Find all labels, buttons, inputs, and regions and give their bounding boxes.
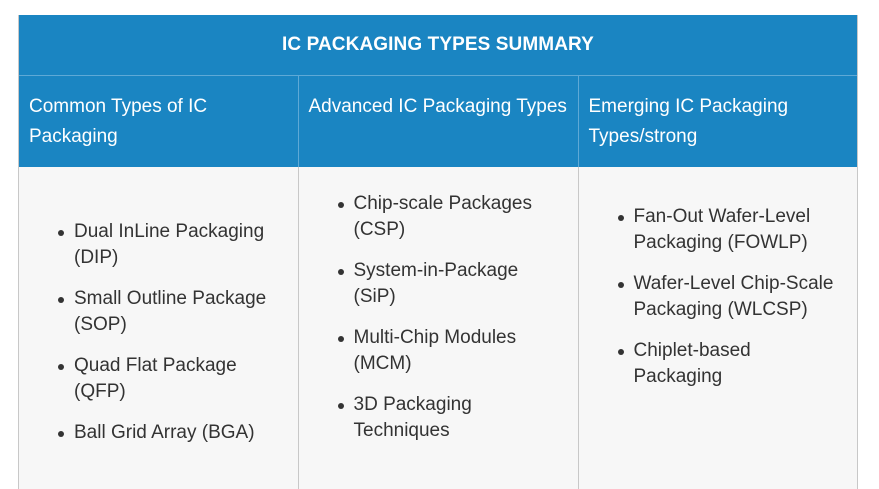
advanced-types-cell: Chip-scale Packages (CSP) System-in-Pack… — [298, 167, 579, 489]
list-item: Chip-scale Packages (CSP) — [337, 191, 578, 243]
emerging-types-list: Fan-Out Wafer-Level Packaging (FOWLP) Wa… — [579, 204, 858, 390]
table-title-row: IC PACKAGING TYPES SUMMARY — [19, 15, 857, 76]
list-item: Ball Grid Array (BGA) — [58, 420, 298, 446]
list-item: Quad Flat Package (QFP) — [58, 353, 298, 405]
list-item: Fan-Out Wafer-Level Packaging (FOWLP) — [617, 204, 858, 256]
common-types-cell: Dual InLine Packaging (DIP) Small Outlin… — [19, 167, 299, 489]
list-item: Dual InLine Packaging (DIP) — [58, 219, 298, 271]
list-item: Wafer-Level Chip-Scale Packaging (WLCSP) — [617, 271, 858, 323]
list-item: Chiplet-based Packaging — [617, 338, 858, 390]
column-header-advanced: Advanced IC Packaging Types — [298, 75, 579, 167]
common-types-list: Dual InLine Packaging (DIP) Small Outlin… — [19, 219, 298, 446]
table-body-row: Dual InLine Packaging (DIP) Small Outlin… — [19, 167, 857, 489]
list-item: Multi-Chip Modules (MCM) — [337, 325, 578, 377]
table-header-row: Common Types of IC Packaging Advanced IC… — [19, 75, 857, 167]
list-item: Small Outline Package (SOP) — [58, 286, 298, 338]
emerging-types-cell: Fan-Out Wafer-Level Packaging (FOWLP) Wa… — [578, 167, 857, 489]
advanced-types-list: Chip-scale Packages (CSP) System-in-Pack… — [299, 191, 578, 444]
packaging-types-table: IC PACKAGING TYPES SUMMARY Common Types … — [18, 15, 858, 489]
list-item: System-in-Package (SiP) — [337, 258, 578, 310]
column-header-emerging: Emerging IC Packaging Types/strong — [578, 75, 857, 167]
column-header-common: Common Types of IC Packaging — [19, 75, 299, 167]
summary-table: IC PACKAGING TYPES SUMMARY Common Types … — [19, 15, 857, 489]
table-title: IC PACKAGING TYPES SUMMARY — [19, 15, 857, 76]
list-item: 3D Packaging Techniques — [337, 392, 578, 444]
